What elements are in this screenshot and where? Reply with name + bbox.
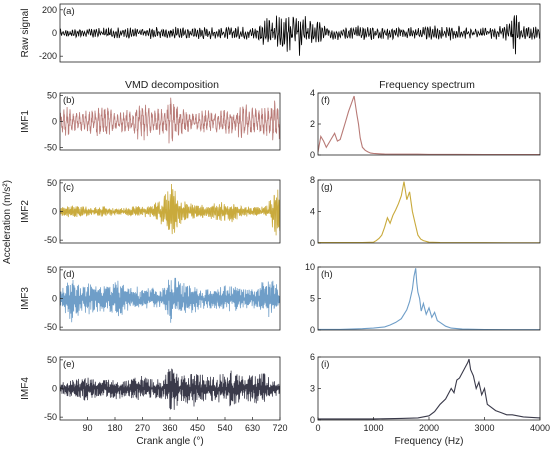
panel-i: (i) 0 3 6 0 1000 2000 3000 4000 Frequency (Hz): [310, 352, 550, 447]
series-line-f: [318, 95, 540, 155]
y-tick-label-i: 3: [310, 384, 315, 394]
y-tick-label-h: 10: [305, 262, 315, 272]
panel-e: (e) -50 0 50 90 180 270 360 450 540 630 720 Crank an…: [20, 355, 288, 447]
series-line-d: [60, 277, 280, 323]
left-column-title: VMD decomposition: [125, 79, 219, 91]
y-tick-label-i: 0: [310, 415, 315, 425]
y-tick-label-h: 0: [310, 325, 315, 335]
y-tick-label-e: 0: [52, 384, 57, 394]
y-tick-label-f: 0: [310, 150, 315, 160]
panel-d: (d) -50 0 50 IMF3: [20, 265, 281, 332]
series-line-e: [60, 368, 280, 410]
y-tick-label-h: 5: [310, 294, 315, 304]
y-tick-label-c: 0: [52, 207, 57, 217]
y-tick-label-e: 50: [47, 355, 57, 365]
axes-frame-g: [317, 179, 541, 244]
x-axis-label-i: Frequency (Hz): [395, 436, 464, 447]
y-tick-label-f: 4: [310, 88, 315, 98]
panel-label-c: (c): [63, 182, 74, 193]
x-tick-label-e: 450: [190, 423, 205, 433]
x-tick-label-i: 4000: [530, 423, 550, 433]
panel-label-a: (a): [63, 6, 75, 17]
series-line-a: [60, 15, 540, 56]
panel-a: (a) -200 0 200 Raw signal: [20, 3, 541, 63]
series-line-g: [318, 181, 540, 243]
y-axis-label-a: Raw signal: [20, 9, 31, 58]
panel-label-d: (d): [63, 269, 75, 280]
panel-label-b: (b): [63, 95, 75, 106]
panel-label-g: (g): [321, 182, 333, 193]
y-tick-label-d: 50: [47, 265, 57, 275]
y-tick-label-g: 0: [310, 238, 315, 248]
x-axis-label-e: Crank angle (°): [136, 436, 203, 447]
y-axis-label-d: IMF3: [20, 287, 31, 310]
y-tick-label-b: 50: [47, 91, 57, 101]
y-axis-label-e: IMF4: [20, 377, 31, 400]
series-line-b: [60, 97, 280, 144]
series-line-c: [60, 183, 280, 236]
panel-h: (h) 0 5 10: [305, 262, 541, 335]
y-tick-label-f: 2: [310, 119, 315, 129]
x-tick-label-i: 3000: [474, 423, 494, 433]
shared-y-axis-label: Acceleration (m/s²): [2, 180, 13, 264]
y-axis-label-c: IMF2: [20, 200, 31, 223]
y-tick-label-d: -50: [44, 322, 57, 332]
y-tick-label-b: -50: [44, 142, 57, 152]
x-tick-label-i: 0: [315, 423, 320, 433]
y-tick-label-a: -200: [39, 51, 57, 61]
y-tick-label-d: 0: [52, 294, 57, 304]
series-line-h: [318, 268, 540, 330]
right-column-title: Frequency spectrum: [379, 79, 475, 91]
panel-label-h: (h): [321, 269, 333, 280]
x-tick-label-e: 90: [82, 423, 92, 433]
x-tick-label-e: 720: [272, 423, 287, 433]
y-tick-label-c: 50: [47, 178, 57, 188]
panel-g: (g) 0 4 8: [310, 175, 541, 248]
panel-b: (b) -50 0 50 IMF1: [20, 91, 281, 152]
x-tick-label-e: 180: [107, 423, 122, 433]
panel-label-i: (i): [321, 359, 329, 370]
panel-label-f: (f): [321, 95, 330, 106]
y-tick-label-c: -50: [44, 235, 57, 245]
y-tick-label-g: 4: [310, 207, 315, 217]
y-tick-label-e: -50: [44, 412, 57, 422]
y-tick-label-a: 0: [52, 28, 57, 38]
panel-label-e: (e): [63, 359, 75, 370]
axes-frame-h: [317, 266, 541, 331]
y-axis-label-b: IMF1: [20, 110, 31, 133]
x-tick-label-e: 270: [135, 423, 150, 433]
panel-c: (c) -50 0 50 IMF2: [20, 178, 281, 245]
x-tick-label-i: 2000: [419, 423, 439, 433]
y-tick-label-i: 6: [310, 352, 315, 362]
panel-f: (f) 0 2 4: [310, 88, 541, 160]
y-tick-label-b: 0: [52, 117, 57, 127]
series-line-i: [318, 358, 540, 420]
x-tick-label-e: 360: [162, 423, 177, 433]
x-tick-label-i: 1000: [363, 423, 383, 433]
y-tick-label-g: 8: [310, 175, 315, 185]
x-tick-label-e: 630: [245, 423, 260, 433]
axes-frame-i: [317, 356, 541, 421]
x-tick-label-e: 540: [217, 423, 232, 433]
y-tick-label-a: 200: [42, 5, 57, 15]
